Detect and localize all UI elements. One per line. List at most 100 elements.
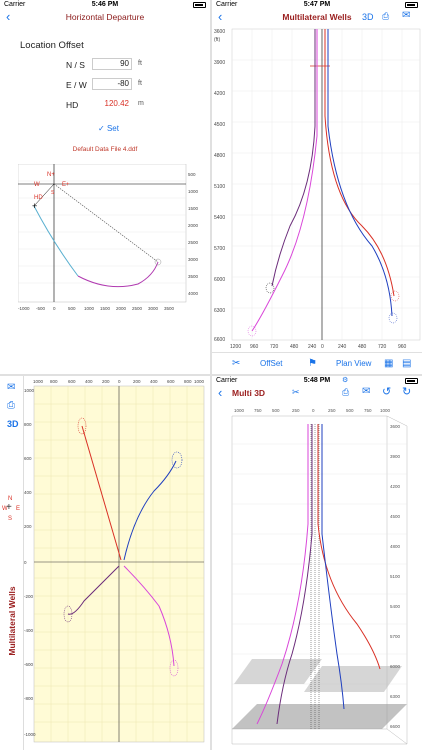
x-tick-0: 1200 [230,344,241,350]
x-tick-6: 240 [338,344,347,350]
x-tick-6: 2000 [116,306,127,311]
top-tick-6: 500 [346,408,354,413]
depth-tick-3: 4500 [390,514,401,519]
top-tick-7: 750 [364,408,372,413]
checkmark-icon: ✓ [98,124,105,133]
back-chevron-icon[interactable]: ‹ [218,385,223,400]
depth-tick-2: 4200 [214,91,225,97]
x-tick-0: -1000 [18,306,30,311]
ew-input[interactable]: -80 [92,78,132,90]
side-tick-6: -200 [24,594,34,599]
status-bar: Carrier 5:48 PM [212,376,422,385]
hd-unit: m [138,100,144,107]
plot-east-label: E+ [62,182,70,188]
depth-tick-9: 6300 [390,694,401,699]
print-icon[interactable]: ⎙ [382,11,390,21]
offset-button[interactable]: OffSet [260,359,283,368]
ew-unit: ft [138,80,142,87]
depth-tick-8: 6000 [214,277,225,283]
status-bar: Carrier 5:47 PM [212,0,422,9]
y-tick-0: 500 [188,172,196,177]
3d-button[interactable]: 3D [362,12,374,22]
x-tick-1: -500 [36,306,46,311]
x-tick-8: 3000 [148,306,159,311]
top-tick-8: 600 [167,379,175,384]
side-tick-9: -800 [24,696,34,701]
depth-tick-6: 5400 [214,215,225,221]
depth-tick-1: 3900 [390,454,401,459]
top-tick-0: 1000 [234,408,245,413]
back-chevron-icon[interactable]: ‹ [6,9,11,24]
battery-icon [405,378,418,384]
plot-west-label: W [34,182,40,188]
depth-tick-1: 3900 [214,60,225,66]
x-tick-5: 1500 [100,306,111,311]
y-tick-3: 2000 [188,223,198,228]
depth-tick-2: 4200 [390,484,401,489]
set-button-label: Set [106,124,119,133]
top-tick-3: 400 [85,379,93,384]
print-icon[interactable]: ⎙ [342,387,350,397]
settings-icon[interactable]: ⚙ [342,377,349,384]
plot-hd-label: HD [34,195,43,201]
clock: 5:46 PM [91,1,119,8]
nav-bar: ‹ Multi 3D ✂ ⎙ ✉ ↺ ↻ ⚙ [212,377,422,402]
set-button[interactable]: ✓ Set [98,124,119,133]
y-tick-7: 4000 [188,291,198,296]
depth-tick-7: 5700 [390,634,401,639]
page-title: Horizontal Departure [65,12,145,22]
depth-tick-10: 6600 [390,724,401,729]
depth-tick-5: 5100 [214,184,225,190]
side-tick-8: -600 [24,662,34,667]
side-tick-3: 400 [24,490,32,495]
plot-north-label: N+ [47,172,55,178]
mail-icon[interactable]: ✉ [7,382,16,393]
depth-tick-0: 3600 [390,424,401,429]
data-file-link[interactable]: Default Data File 4.ddf [72,146,138,153]
ns-label: N / S [66,60,85,70]
y-tick-5: 3000 [188,257,198,262]
clock: 5:48 PM [303,377,331,384]
mail-icon[interactable]: ✉ [402,10,411,21]
depth-tick-8: 6000 [390,664,401,669]
y-tick-1: 1000 [188,189,198,194]
mail-icon[interactable]: ✉ [362,386,371,397]
y-tick-6: 3500 [188,274,198,279]
page-title: Multi 3D [232,388,266,398]
rotate-right-icon[interactable]: ↻ [402,386,412,398]
3d-button[interactable]: 3D [7,419,19,429]
horizontal-departure-screen: Carrier 5:46 PM ‹ Horizontal Departure L… [0,0,210,374]
depth-tick-10: 6600 [214,337,225,343]
depth-tick-4: 4800 [390,544,401,549]
status-bar: Carrier 5:46 PM [0,0,210,9]
depth-tick-0: 3600 [214,29,225,35]
x-tick-1: 960 [250,344,259,350]
top-tick-1: 750 [254,408,262,413]
x-tick-7: 480 [358,344,367,350]
back-chevron-icon[interactable]: ‹ [218,9,223,24]
side-tick-10: -1000 [24,732,36,737]
x-tick-7: 2500 [132,306,143,311]
top-tick-8: 1000 [380,408,391,413]
ns-unit: ft [138,60,142,67]
plan-view-button[interactable]: Plan View [336,359,372,368]
carrier-label: Carrier [216,377,238,384]
ns-input[interactable]: 90 [92,58,132,70]
tools-icon[interactable]: ✂ [292,387,300,397]
x-tick-4: 1000 [84,306,95,311]
print-icon[interactable]: ⎙ [7,400,15,411]
pin-icon[interactable]: ⚑ [308,358,317,369]
compass-south: S [8,516,13,522]
carrier-label: Carrier [4,1,26,8]
battery-icon [405,2,418,8]
rotate-left-icon[interactable]: ↺ [382,386,392,398]
x-tick-4: 240 [308,344,317,350]
grid-icon[interactable]: ▦ [384,358,394,369]
multilateral-wells-screen: Carrier 5:47 PM ‹ Multilateral Wells 3D … [212,0,422,374]
depth-tick-7: 5700 [214,246,225,252]
svg-text:+: + [32,201,37,211]
table-icon[interactable]: ▤ [402,358,412,369]
top-tick-5: 0 [118,379,121,384]
tools-icon[interactable]: ✂ [232,358,241,369]
multi-3d-screen: Carrier 5:48 PM ‹ Multi 3D ✂ ⎙ ✉ ↺ ↻ ⚙ [212,376,422,750]
